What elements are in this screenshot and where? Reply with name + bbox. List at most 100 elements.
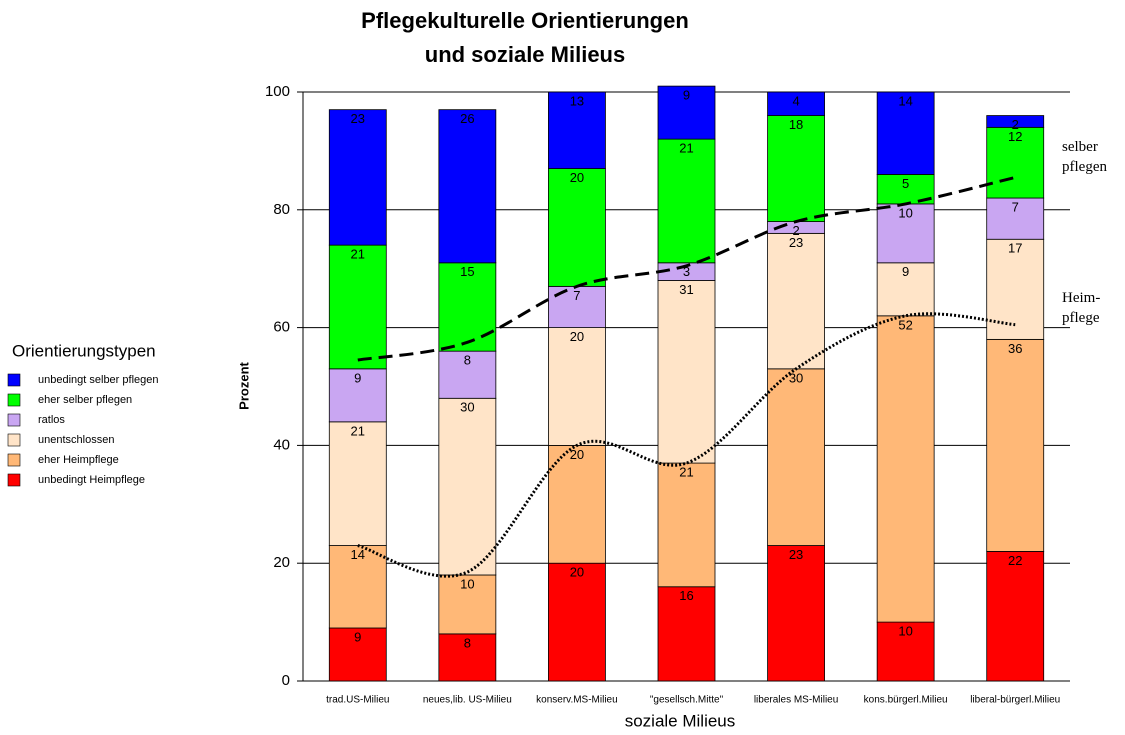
data-label: 2 <box>792 223 799 238</box>
legend-swatch <box>7 453 21 467</box>
data-label: 20 <box>570 447 584 462</box>
bar-segment <box>986 238 1045 340</box>
bar-segment <box>328 421 387 546</box>
legend-label: eher selber pflegen <box>38 394 132 406</box>
legend-label: ratlos <box>38 414 65 426</box>
x-tick-label: "gesellsch.Mitte" <box>650 695 724 706</box>
data-label: 14 <box>898 93 912 108</box>
data-label: 8 <box>464 635 471 650</box>
bar-segment <box>438 397 497 576</box>
data-label: 9 <box>354 629 361 644</box>
data-label: 2 <box>1012 117 1019 132</box>
legend-label: unbedingt Heimpflege <box>38 474 145 486</box>
bar-segment <box>328 627 387 682</box>
x-tick-label: kons.bürgerl.Milieu <box>864 695 948 706</box>
legend-swatch <box>7 413 21 427</box>
data-label: 30 <box>789 370 803 385</box>
data-label: 21 <box>351 423 365 438</box>
data-label: 8 <box>464 353 471 368</box>
chart-title: und soziale Milieus <box>425 42 625 67</box>
data-label: 22 <box>1008 553 1022 568</box>
trend-curve <box>357 312 1016 578</box>
data-label: 9 <box>354 370 361 385</box>
bar-segment <box>328 368 387 423</box>
chart-title: Pflegekulturelle Orientierungen <box>361 8 689 33</box>
bar-segment <box>438 633 497 682</box>
bar-segment <box>548 444 606 564</box>
data-label: 7 <box>1012 199 1019 214</box>
bar-segment <box>328 109 387 246</box>
data-label: 52 <box>898 317 912 332</box>
y-axis-label: Prozent <box>236 361 251 409</box>
data-label: 36 <box>1008 341 1022 356</box>
data-label: 16 <box>679 588 693 603</box>
data-label: 23 <box>351 111 365 126</box>
curve-label: selber <box>1062 139 1098 155</box>
bar-segment <box>328 545 387 629</box>
bar-segment <box>548 168 606 287</box>
bar-segment <box>767 368 825 546</box>
bar-segment <box>548 91 606 169</box>
data-label: 12 <box>1008 129 1022 144</box>
data-label: 26 <box>460 111 474 126</box>
x-tick-label: neues,lib. US-Milieu <box>423 695 512 706</box>
data-label: 5 <box>902 176 909 191</box>
curve-label: pflegen <box>1062 159 1107 175</box>
data-label: 3 <box>683 264 690 279</box>
data-label: 13 <box>570 93 584 108</box>
data-label: 18 <box>789 117 803 132</box>
bar-segment <box>876 91 935 175</box>
bar-segment <box>767 545 825 682</box>
data-label: 23 <box>789 547 803 562</box>
data-label: 7 <box>573 288 580 303</box>
data-label: 20 <box>570 329 584 344</box>
bar-segment <box>438 262 497 352</box>
bar-segment <box>438 574 497 635</box>
bar-segment <box>986 115 1045 128</box>
x-tick-label: konserv.MS-Milieu <box>536 695 618 706</box>
bar-segment <box>657 85 716 140</box>
data-label: 17 <box>1008 241 1022 256</box>
bar-segment <box>438 109 497 264</box>
data-label: 21 <box>679 465 693 480</box>
data-label: 9 <box>683 88 690 103</box>
bar-segment <box>986 126 1045 199</box>
data-label: 20 <box>570 170 584 185</box>
legend-swatch <box>7 473 21 487</box>
bar-segment <box>986 338 1045 552</box>
data-label: 20 <box>570 565 584 580</box>
bar-segment <box>328 244 387 370</box>
bar-segment <box>657 280 716 464</box>
x-axis-label: soziale Milieus <box>625 711 736 730</box>
bar-segment <box>876 621 935 682</box>
bar-segment <box>876 315 935 623</box>
curve-label: Heim- <box>1062 290 1100 306</box>
legend-label: unbedingt selber pflegen <box>38 374 158 386</box>
y-tick-label: 60 <box>273 319 290 336</box>
bar-segment <box>876 262 935 317</box>
x-tick-label: liberales MS-Milieu <box>754 695 838 706</box>
data-label: 21 <box>679 141 693 156</box>
data-label: 4 <box>792 93 799 108</box>
bar-segment <box>438 350 497 399</box>
bar-segment <box>657 586 716 682</box>
data-label: 21 <box>351 247 365 262</box>
legend-label: eher Heimpflege <box>38 454 119 466</box>
bar-segment <box>767 232 825 370</box>
bar-segment <box>767 91 825 116</box>
legend-swatch <box>7 373 21 387</box>
x-tick-label: trad.US-Milieu <box>326 695 389 706</box>
curve-label: pflege <box>1062 310 1100 326</box>
data-label: 10 <box>898 205 912 220</box>
trend-curve <box>357 175 1016 362</box>
y-tick-label: 0 <box>282 672 290 689</box>
bar-segment <box>876 203 935 264</box>
data-label: 23 <box>789 235 803 250</box>
bar-segment <box>657 462 716 588</box>
y-tick-label: 20 <box>273 554 290 571</box>
data-label: 10 <box>898 624 912 639</box>
data-label: 10 <box>460 576 474 591</box>
x-tick-label: liberal-bürgerl.Milieu <box>970 695 1060 706</box>
y-tick-label: 80 <box>273 201 290 218</box>
